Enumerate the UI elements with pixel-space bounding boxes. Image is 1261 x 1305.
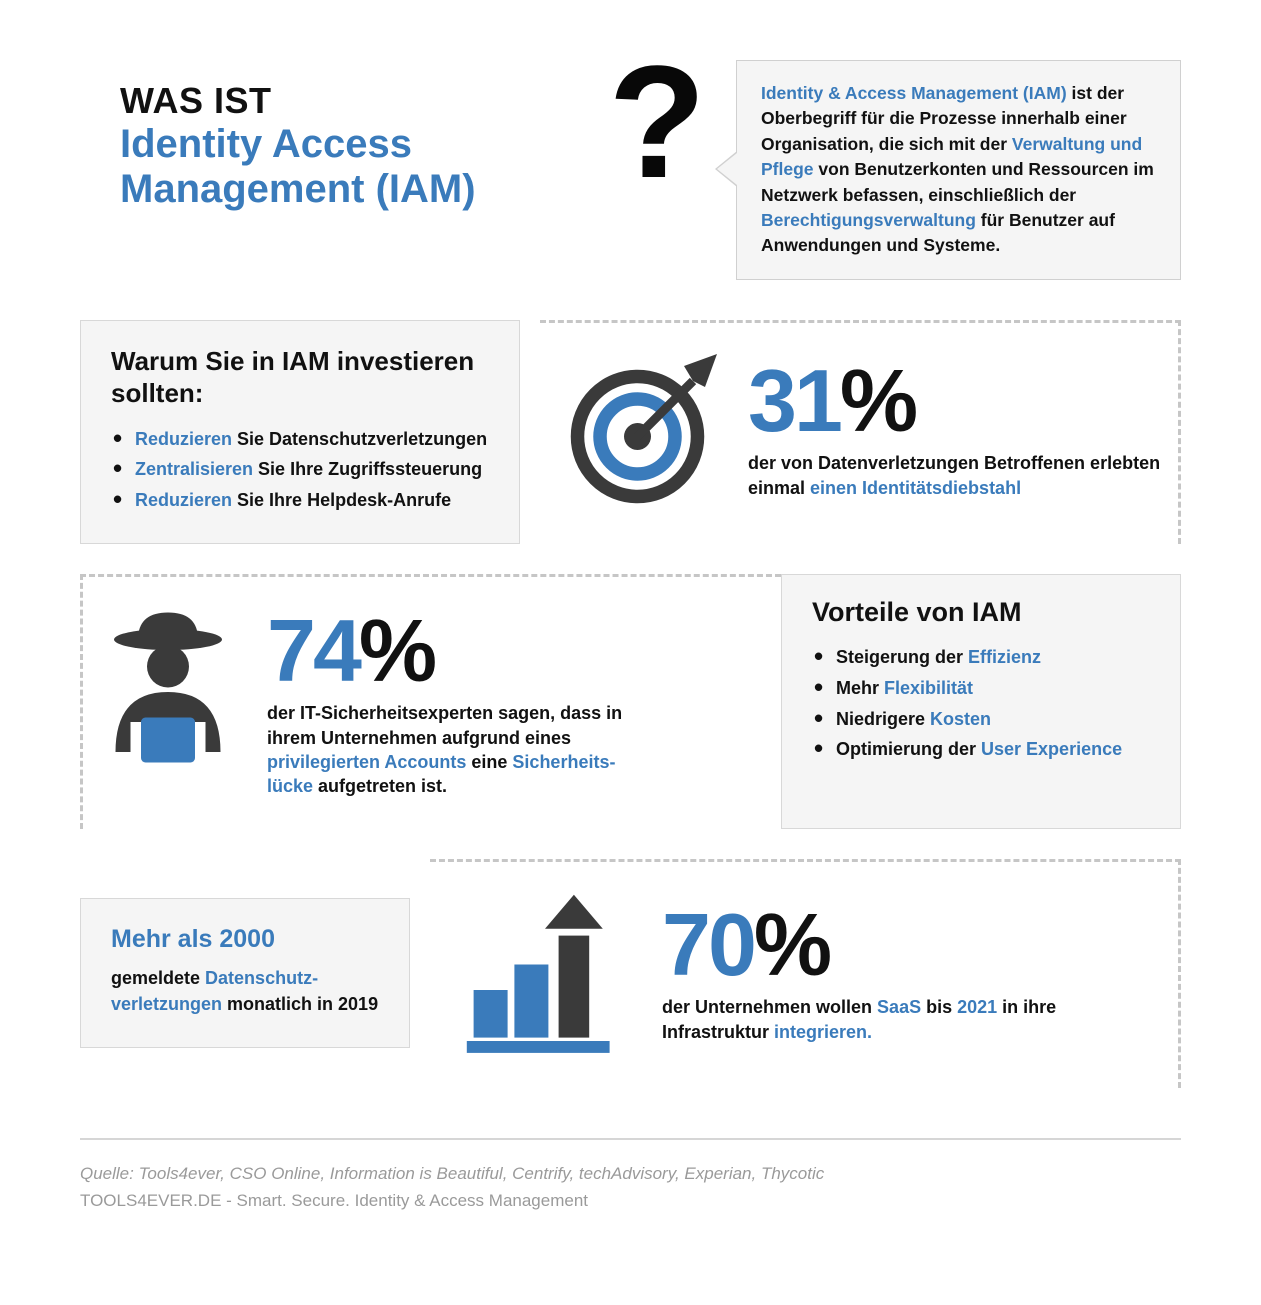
stat-70-text: der Unternehmen wollen SaaS bis 2021 in … <box>662 995 1062 1044</box>
invest-list: Reduzieren Sie Datenschutzverletzungen Z… <box>111 424 489 516</box>
benefits-item-hl: Kosten <box>930 709 991 729</box>
stat-74-number: 74 <box>267 607 359 695</box>
invest-item-hl: Reduzieren <box>135 490 232 510</box>
benefits-item-pre: Optimierung der <box>836 739 981 759</box>
stat-74-text-1: der IT-Sicherheitsexperten sagen, dass i… <box>267 703 622 747</box>
stat-74-content: 74% der IT-Sicherheitsexperten sagen, da… <box>267 607 647 798</box>
definition-highlight-3: Berechtigungsverwaltung <box>761 210 976 230</box>
more-2000-body-1: gemeldete <box>111 968 205 988</box>
benefits-item-pre: Steigerung der <box>836 647 968 667</box>
section-more2000-stat70: Mehr als 2000 gemeldete Datenschutz­verl… <box>80 859 1181 1088</box>
stat-74-percent: % <box>359 607 434 695</box>
benefits-panel: Vorteile von IAM Steigerung der Effizien… <box>781 574 1181 828</box>
benefits-item: Mehr Flexibilität <box>812 673 1150 704</box>
benefits-title: Vorteile von IAM <box>812 597 1150 628</box>
footer-brand: TOOLS4EVER.DE - Smart. Secure. Identity … <box>80 1187 1181 1214</box>
stat-70-text-hl-3: integrieren. <box>774 1022 872 1042</box>
invest-item-text: Sie Ihre Zugriffssteuerung <box>253 459 482 479</box>
stat-70-number-row: 70% <box>662 901 1062 989</box>
stat-74-block: 74% der IT-Sicherheitsexperten sagen, da… <box>80 574 781 828</box>
footer-sources: Quelle: Tools4ever, CSO Online, Informat… <box>80 1160 1181 1187</box>
definition-callout: Identity & Access Management (IAM) ist d… <box>736 60 1181 280</box>
stat-31-text: der von Datenverletzungen Betroffenen er… <box>748 451 1168 500</box>
benefits-item-hl: User Experience <box>981 739 1122 759</box>
stat-74-text-hl-1: privilegierten Accounts <box>267 752 466 772</box>
title-line-2: Identity Access <box>120 122 588 167</box>
benefits-item: Optimierung der User Experience <box>812 734 1150 765</box>
stat-70-text-2: bis <box>921 997 957 1017</box>
benefits-item: Niedrigere Kosten <box>812 704 1150 735</box>
invest-item-text: Sie Datenschutzverletzungen <box>232 429 487 449</box>
stat-31-percent: % <box>840 357 915 445</box>
stat-74-text: der IT-Sicherheitsexperten sagen, dass i… <box>267 701 647 798</box>
stat-70-number: 70 <box>662 901 754 989</box>
target-icon <box>570 354 720 504</box>
invest-panel: Warum Sie in IAM investieren sollten: Re… <box>80 320 520 545</box>
stat-70-percent: % <box>754 901 829 989</box>
stat-74-text-2: eine <box>466 752 512 772</box>
more-2000-panel: Mehr als 2000 gemeldete Datenschutz­verl… <box>80 898 410 1047</box>
invest-item-hl: Zentralisieren <box>135 459 253 479</box>
stat-70-text-hl-2: 2021 <box>957 997 997 1017</box>
title-line-1: WAS IST <box>120 80 588 122</box>
question-mark-icon: ? <box>608 50 706 194</box>
stat-70-text-hl-1: SaaS <box>877 997 921 1017</box>
benefits-item-hl: Flexibilität <box>884 678 973 698</box>
stat-74-number-row: 74% <box>267 607 647 695</box>
growth-chart-icon <box>460 888 630 1058</box>
more-2000-body-2: monatlich in 2019 <box>222 994 378 1014</box>
stat-74-text-3: aufgetreten ist. <box>313 776 447 796</box>
footer: Quelle: Tools4ever, CSO Online, Informat… <box>80 1138 1181 1214</box>
definition-text-2: von Benutzerkonten und Ressourcen im Net… <box>761 159 1154 204</box>
invest-item: Zentralisieren Sie Ihre Zugriffssteuerun… <box>111 454 489 485</box>
stat-31-number-row: 31% <box>748 357 1168 445</box>
stat-70-text-1: der Unternehmen wollen <box>662 997 877 1017</box>
stat-31-content: 31% der von Datenverletzungen Betroffene… <box>748 357 1168 500</box>
stat-70-block: 70% der Unternehmen wollen SaaS bis 2021… <box>430 859 1181 1088</box>
definition-highlight-1: Identity & Access Management (IAM) <box>761 83 1067 103</box>
stat-31-number: 31 <box>748 357 840 445</box>
invest-item: Reduzieren Sie Datenschutzverletzungen <box>111 424 489 455</box>
stat-31-block: 31% der von Datenverletzungen Betroffene… <box>540 320 1181 545</box>
invest-title: Warum Sie in IAM investieren sollten: <box>111 345 489 410</box>
more-2000-body: gemeldete Datenschutz­verletzungen monat… <box>111 966 379 1016</box>
benefits-item: Steigerung der Effizienz <box>812 642 1150 673</box>
hacker-icon <box>93 607 243 777</box>
section-stat74-benefits: 74% der IT-Sicherheitsexperten sagen, da… <box>80 574 1181 828</box>
invest-item-hl: Reduzieren <box>135 429 232 449</box>
header-row: WAS IST Identity Access Management (IAM)… <box>80 60 1181 280</box>
invest-item-text: Sie Ihre Helpdesk-Anrufe <box>232 490 451 510</box>
stat-70-content: 70% der Unternehmen wollen SaaS bis 2021… <box>662 901 1062 1044</box>
benefits-item-pre: Niedrigere <box>836 709 930 729</box>
benefits-item-pre: Mehr <box>836 678 884 698</box>
benefits-list: Steigerung der Effizienz Mehr Flexibilit… <box>812 642 1150 764</box>
title-line-3: Management (IAM) <box>120 167 588 212</box>
title-block: WAS IST Identity Access Management (IAM) <box>80 60 588 212</box>
stat-31-text-hl: einen Identitätsdiebstahl <box>810 478 1021 498</box>
section-invest-stat31: Warum Sie in IAM investieren sollten: Re… <box>80 320 1181 545</box>
invest-item: Reduzieren Sie Ihre Helpdesk-Anrufe <box>111 485 489 516</box>
more-2000-head: Mehr als 2000 <box>111 925 379 954</box>
benefits-item-hl: Effizienz <box>968 647 1041 667</box>
